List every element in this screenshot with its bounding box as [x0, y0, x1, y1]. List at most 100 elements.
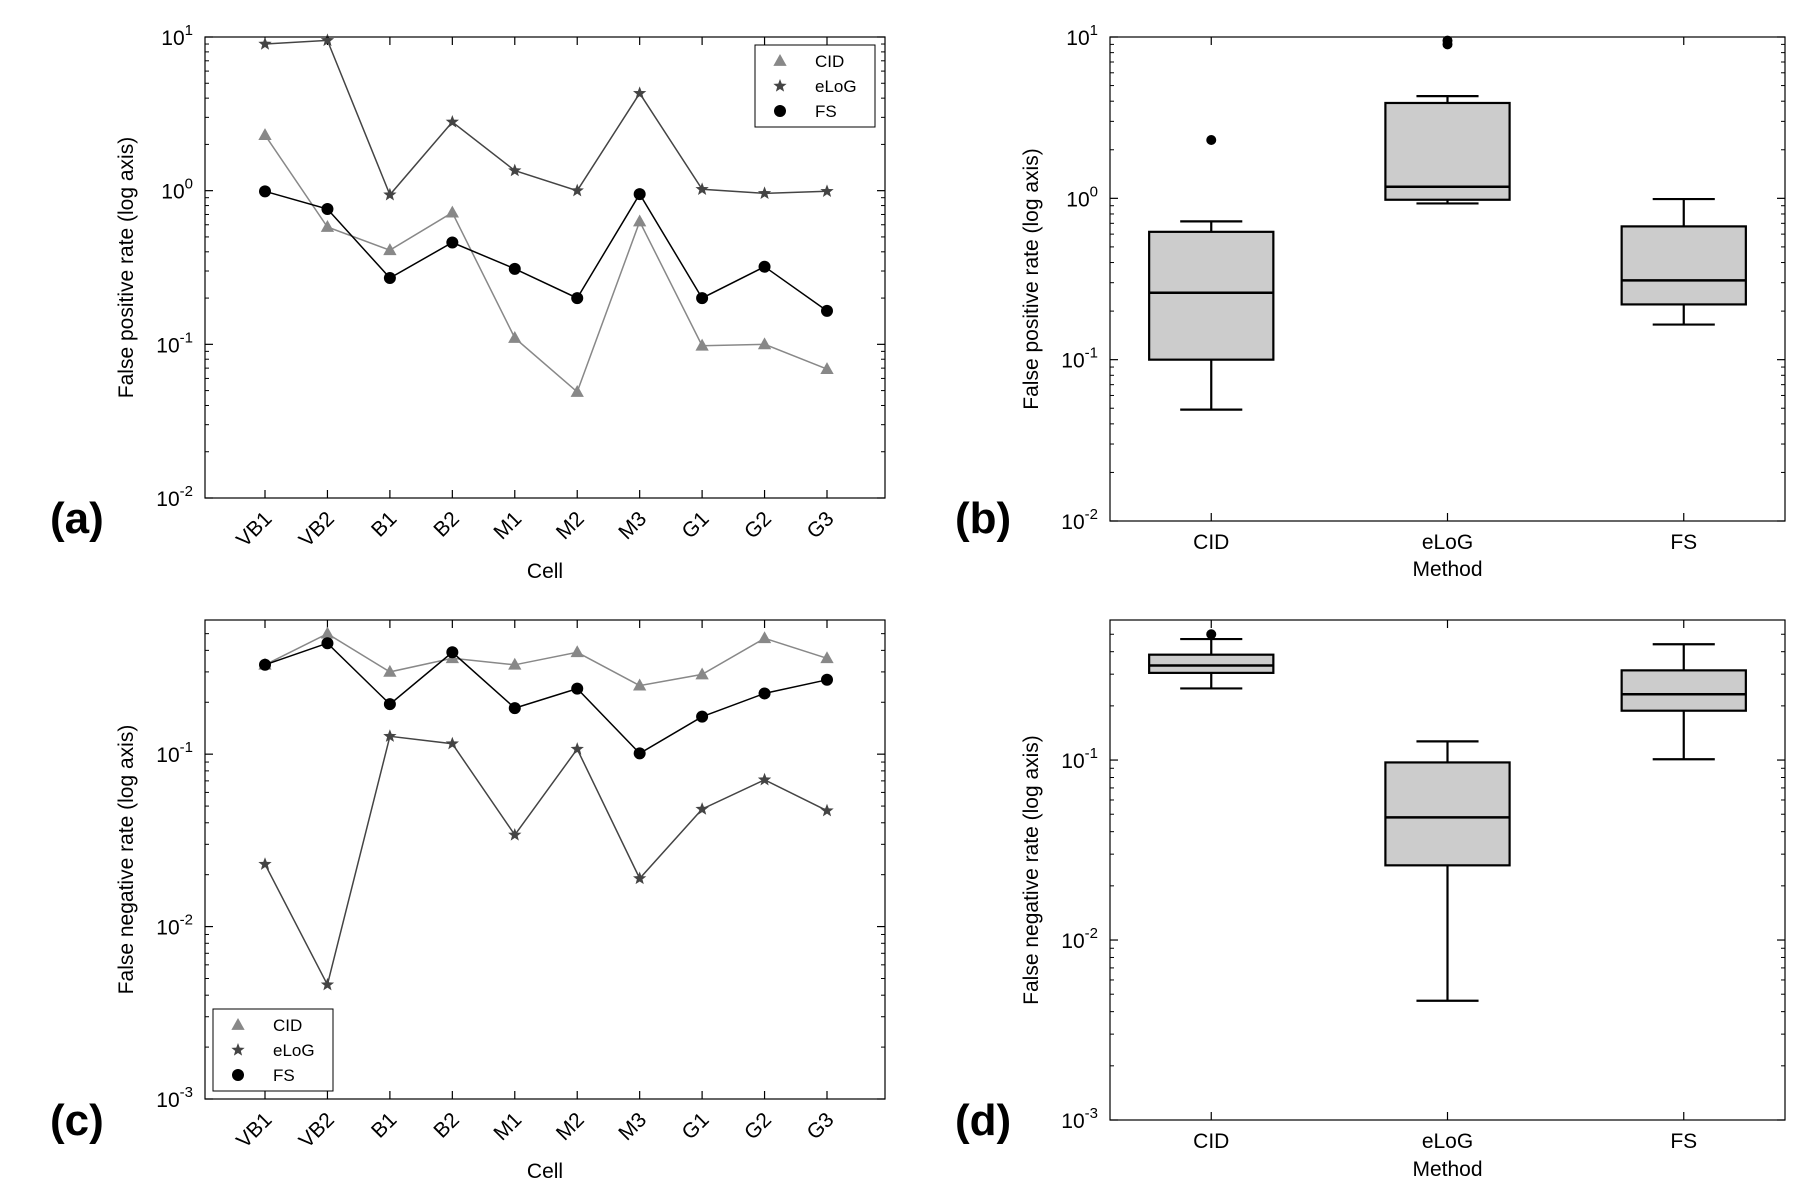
data-point — [508, 262, 521, 275]
box-fs — [1620, 643, 1747, 761]
panel-tag: (c) — [50, 1096, 104, 1145]
data-point — [821, 304, 833, 317]
legend-marker — [231, 1018, 245, 1030]
data-point — [633, 86, 647, 99]
data-point — [757, 772, 772, 786]
data-point — [508, 657, 522, 670]
y-tick-label: 10-2 — [1061, 925, 1098, 953]
x-tick-label: M2 — [552, 1108, 589, 1145]
data-point — [757, 631, 772, 644]
data-point — [758, 260, 771, 273]
data-point — [259, 658, 271, 671]
x-axis-label: Method — [1412, 558, 1482, 581]
panel-tag: (a) — [50, 494, 104, 543]
x-tick-label: G2 — [740, 507, 776, 543]
x-tick-label: G2 — [740, 1108, 776, 1144]
y-tick-label: 10-1 — [156, 739, 193, 767]
legend-entry: FS — [815, 102, 837, 121]
data-point — [321, 637, 334, 650]
legend-entry: eLoG — [273, 1041, 315, 1060]
x-tick-label: VB2 — [295, 507, 339, 551]
series-fs — [259, 185, 833, 317]
x-tick-label: VB2 — [295, 1108, 339, 1152]
data-point — [446, 236, 459, 249]
data-point — [508, 330, 522, 343]
x-tick-label: B1 — [367, 1108, 401, 1142]
data-point — [445, 114, 459, 128]
data-point — [508, 702, 521, 715]
legend-entry: CID — [273, 1016, 302, 1035]
series-cid — [258, 626, 834, 691]
series-elog — [258, 729, 834, 991]
x-tick-label: G3 — [802, 507, 838, 543]
x-tick-label: B2 — [429, 1108, 463, 1142]
x-tick-label: FS — [1670, 531, 1697, 554]
y-tick-label: 101 — [161, 22, 193, 50]
y-tick-label: 10-3 — [156, 1084, 193, 1112]
data-point — [445, 205, 459, 218]
x-tick-label: VB1 — [232, 507, 276, 551]
series-line — [264, 642, 828, 755]
x-tick-label: CID — [1193, 531, 1229, 554]
x-tick-label: G3 — [802, 1108, 838, 1144]
data-point — [446, 646, 459, 659]
panel-tag: (d) — [955, 1096, 1011, 1145]
series-line — [264, 134, 828, 394]
y-tick-label: 10-1 — [156, 329, 193, 357]
data-point — [320, 220, 335, 232]
legend-marker — [773, 54, 787, 66]
series-fs — [259, 637, 833, 760]
outlier-point — [1206, 134, 1217, 145]
data-point — [633, 747, 646, 760]
data-point — [508, 163, 522, 177]
data-point — [570, 384, 584, 397]
legend-entry: eLoG — [815, 77, 857, 96]
legend-marker — [232, 1069, 244, 1081]
series-line — [264, 190, 828, 312]
legend-marker — [774, 105, 786, 117]
data-point — [695, 338, 709, 351]
y-tick-label: 101 — [1066, 22, 1098, 50]
legend-entry: FS — [273, 1066, 295, 1085]
box-elog — [1384, 740, 1511, 1002]
data-point — [383, 664, 397, 677]
box-iqr — [1148, 230, 1275, 361]
y-tick-label: 100 — [161, 176, 193, 204]
series-line — [264, 39, 828, 197]
plot-frame — [204, 619, 886, 1100]
panel-d: 10-3 10-2 10-1 CID eLoG FS Method False negativ… — [955, 619, 1786, 1181]
y-tick-label: 10-2 — [156, 912, 193, 940]
data-point — [383, 243, 397, 256]
panel-tag: (b) — [955, 494, 1011, 543]
box-iqr — [1620, 669, 1747, 712]
data-point — [320, 626, 335, 639]
data-point — [696, 710, 709, 723]
series-cid — [258, 128, 834, 397]
box-iqr — [1384, 101, 1511, 201]
x-tick-label: G1 — [678, 1108, 714, 1144]
y-tick-label: 10-1 — [1061, 745, 1098, 773]
data-point — [820, 184, 834, 197]
y-tick-label: 10-2 — [1061, 506, 1098, 534]
y-axis-label: False positive rate (log axis) — [1020, 148, 1043, 409]
outlier-point — [1442, 35, 1453, 46]
outlier-point — [1206, 629, 1217, 640]
series-line — [264, 632, 828, 687]
data-point — [383, 729, 397, 742]
data-point — [633, 188, 646, 201]
data-point — [821, 673, 833, 686]
y-tick-label: 100 — [1066, 183, 1098, 211]
panel-c: 10-3 10-2 10-1 VB1 VB2 B1 B2 M1 M2 M3 G1 G2 G3 CID eLo… — [50, 619, 886, 1183]
plot-frame — [1109, 36, 1786, 522]
box-iqr — [1620, 225, 1747, 306]
box-elog — [1384, 35, 1511, 205]
data-point — [445, 736, 459, 750]
data-point — [695, 802, 709, 815]
data-point — [757, 337, 772, 350]
x-tick-label: M2 — [552, 507, 589, 544]
data-point — [758, 687, 771, 700]
box-cid — [1148, 629, 1275, 690]
data-point — [320, 33, 335, 47]
x-axis-label: Cell — [527, 560, 563, 583]
